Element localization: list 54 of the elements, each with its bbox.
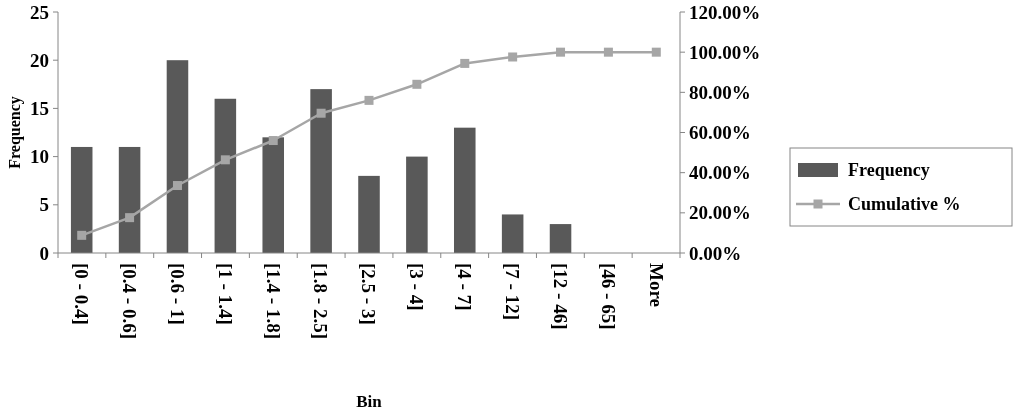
- x-tick-label: More: [645, 263, 667, 307]
- y-tick-label: 5: [39, 194, 49, 216]
- y-tick-label: 25: [30, 1, 49, 23]
- bar: [166, 60, 189, 253]
- x-tick-label: [0 - 0.4]: [71, 263, 93, 325]
- y2-tick-label: 20.00%: [689, 202, 751, 224]
- y-tick-label: 20: [30, 49, 49, 71]
- y2-tick-label: 80.00%: [689, 81, 751, 103]
- x-tick-label: [1.8 - 2.5]: [310, 263, 332, 339]
- point: [77, 230, 87, 240]
- bar: [118, 146, 141, 253]
- bar: [406, 156, 428, 253]
- bar: [358, 175, 380, 253]
- bar: [262, 137, 285, 253]
- point: [220, 155, 230, 165]
- x-tick-label: [7 - 12]: [502, 263, 523, 320]
- bar: [310, 89, 332, 253]
- point: [556, 47, 566, 57]
- bar: [501, 214, 524, 253]
- point: [172, 181, 182, 191]
- y-tick-label: 0: [39, 242, 49, 264]
- x-tick-label: [0.6 - 1]: [166, 263, 188, 325]
- point: [603, 47, 613, 57]
- x-tick-label: [0.4 - 0.6]: [118, 263, 140, 339]
- x-tick-label: [1.4 - 1.8]: [262, 263, 284, 339]
- point: [412, 79, 422, 89]
- point: [268, 136, 278, 146]
- y2-tick-label: 0.00%: [689, 242, 742, 264]
- x-tick-label: [12 - 46]: [549, 263, 571, 330]
- point: [125, 213, 135, 223]
- x-axis-title: Bin: [356, 392, 383, 411]
- bar: [214, 98, 237, 253]
- legend-label: Cumulative %: [848, 194, 961, 215]
- bar: [453, 127, 476, 253]
- y-axis-title: Frequency: [6, 96, 24, 169]
- point: [316, 108, 326, 118]
- point: [508, 52, 518, 62]
- point: [364, 95, 374, 105]
- y-tick-label: 15: [30, 98, 49, 120]
- y2-tick-label: 60.00%: [689, 122, 751, 144]
- y-tick-label: 10: [30, 146, 49, 168]
- x-tick-label: [4 - 7]: [454, 263, 476, 311]
- y2-tick-label: 120.00%: [689, 1, 761, 23]
- point: [460, 58, 470, 68]
- x-tick-label: [46 - 65]: [597, 263, 619, 330]
- x-tick-label: [2.5 - 3]: [358, 263, 380, 325]
- bar: [549, 224, 572, 253]
- y2-tick-label: 40.00%: [689, 162, 751, 184]
- x-tick-label: [3 - 4]: [406, 263, 428, 311]
- x-tick-label: [1 - 1.4]: [214, 263, 236, 325]
- y2-tick-label: 100.00%: [689, 41, 761, 63]
- point: [651, 47, 661, 57]
- bar: [70, 146, 93, 253]
- legend-label: Frequency: [848, 160, 930, 181]
